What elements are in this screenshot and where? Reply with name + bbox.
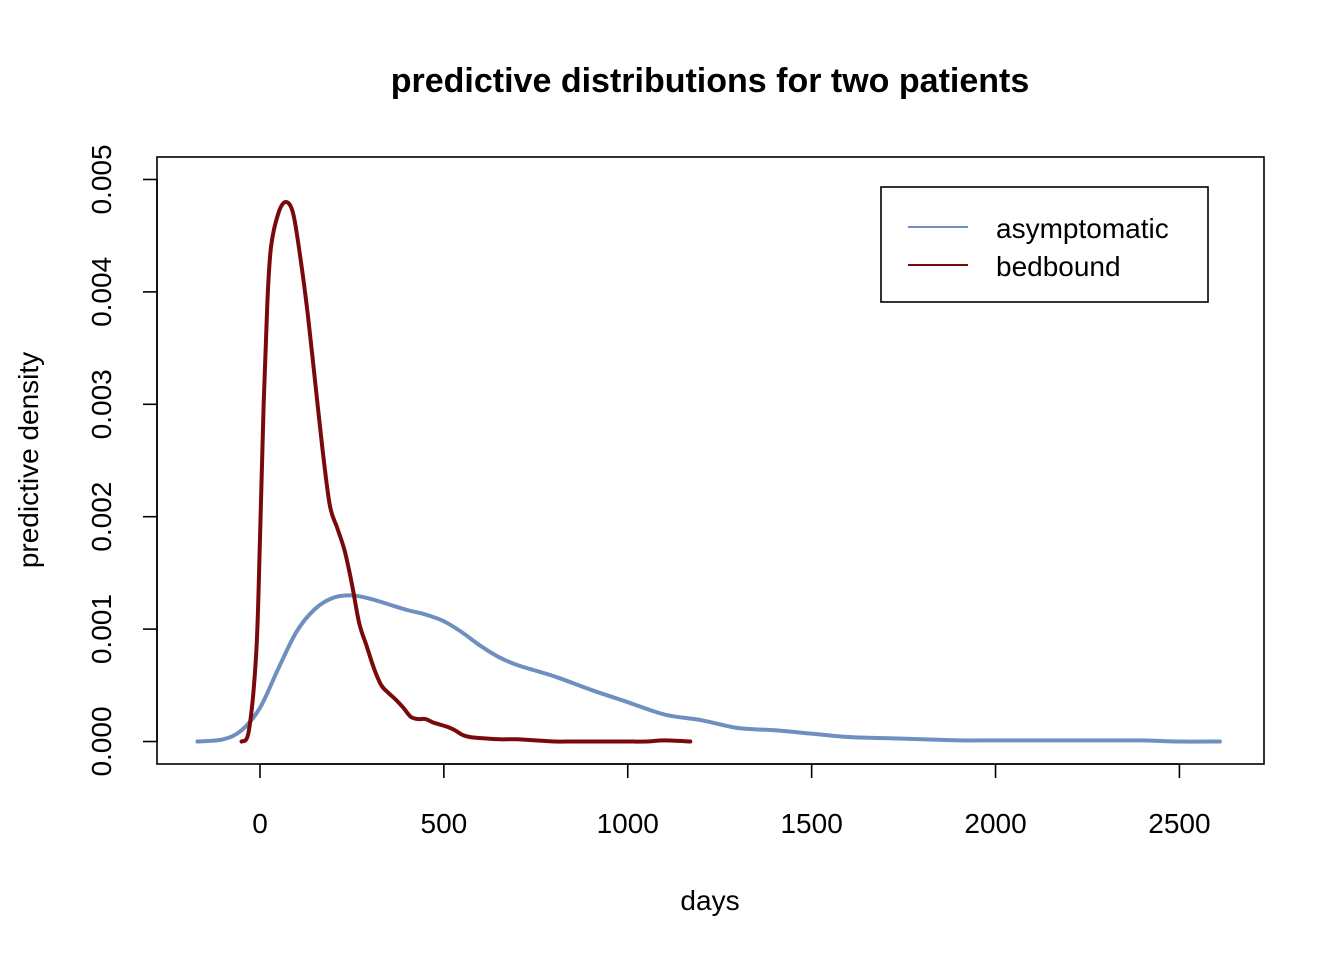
y-tick-label: 0.002 bbox=[86, 482, 117, 552]
y-axis: 0.000 0.001 0.002 0.003 0.004 0.005 bbox=[86, 144, 158, 777]
series-line-bedbound bbox=[239, 199, 693, 744]
y-tick-label: 0.004 bbox=[86, 257, 117, 327]
legend-label-bedbound: bedbound bbox=[996, 251, 1121, 282]
x-tick-label: 1000 bbox=[597, 808, 659, 839]
y-tick-label: 0.003 bbox=[86, 369, 117, 439]
legend-label-asymptomatic: asymptomatic bbox=[996, 213, 1169, 244]
x-axis: 0 500 1000 1500 2000 2500 bbox=[252, 763, 1211, 839]
legend: asymptomatic bedbound bbox=[880, 186, 1209, 303]
series-layer bbox=[195, 199, 1222, 744]
x-tick-label: 0 bbox=[252, 808, 268, 839]
x-tick-label: 2000 bbox=[964, 808, 1026, 839]
y-tick-label: 0.000 bbox=[86, 706, 117, 776]
x-tick-label: 500 bbox=[421, 808, 468, 839]
chart-title: predictive distributions for two patient… bbox=[391, 62, 1030, 100]
x-tick-label: 1500 bbox=[780, 808, 842, 839]
x-tick-label: 2500 bbox=[1148, 808, 1210, 839]
series-line-asymptomatic bbox=[195, 593, 1222, 744]
legend-box bbox=[880, 186, 1209, 303]
x-axis-label: days bbox=[680, 885, 739, 916]
y-tick-label: 0.001 bbox=[86, 594, 117, 664]
y-axis-label: predictive density bbox=[13, 352, 44, 568]
y-tick-label: 0.005 bbox=[86, 144, 117, 214]
